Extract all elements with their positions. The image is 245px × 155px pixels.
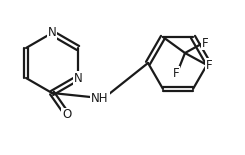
Text: F: F: [206, 59, 212, 71]
Text: N: N: [74, 71, 82, 84]
Text: F: F: [173, 66, 179, 80]
Text: NH: NH: [91, 91, 109, 104]
Text: N: N: [48, 27, 56, 40]
Text: F: F: [202, 37, 208, 49]
Text: O: O: [62, 108, 72, 122]
